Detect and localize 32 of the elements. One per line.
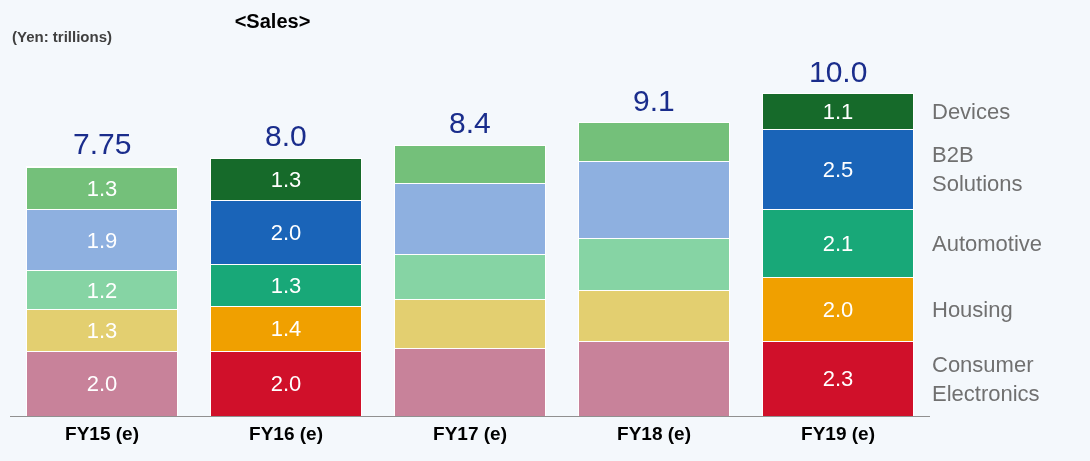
x-tick-label: FY19 (e)	[801, 422, 875, 444]
data-label: 1.1	[822, 98, 854, 124]
data-label: 2.0	[822, 297, 854, 323]
data-label: 2.5	[822, 156, 854, 182]
data-label: 1.2	[86, 277, 118, 303]
data-label: 1.4	[270, 316, 302, 342]
total-label: 8.4	[449, 106, 491, 139]
x-tick-label: FY15 (e)	[65, 422, 139, 444]
data-label: 2.0	[270, 219, 302, 245]
total-label: 9.1	[633, 84, 675, 117]
data-label: 1.3	[86, 176, 118, 202]
chart-subtitle: (Yen: trillions)	[12, 28, 113, 45]
data-label: 2.3	[822, 366, 854, 392]
data-label: 2.0	[270, 371, 302, 397]
chart-title: <Sales>	[234, 9, 311, 32]
data-label: 1.3	[86, 318, 118, 344]
x-tick-label: FY16 (e)	[249, 422, 323, 444]
data-label: 2.0	[86, 371, 118, 397]
x-tick-label: FY18 (e)	[617, 422, 691, 444]
series-label: Consumer Electronics	[932, 352, 1040, 406]
total-label: 10.0	[809, 55, 868, 88]
series-label: B2B Solutions	[932, 142, 1023, 196]
data-label: 2.1	[822, 231, 854, 257]
total-label: 8.0	[265, 119, 307, 152]
x-tick-label: FY17 (e)	[433, 422, 507, 444]
data-label: 1.3	[270, 166, 302, 192]
data-label: 1.3	[270, 272, 302, 298]
series-label: Housing	[932, 297, 1013, 322]
series-label: Devices	[932, 99, 1011, 124]
data-label: 1.9	[86, 227, 118, 253]
series-label: Automotive	[932, 231, 1043, 256]
total-label: 7.75	[73, 127, 132, 160]
